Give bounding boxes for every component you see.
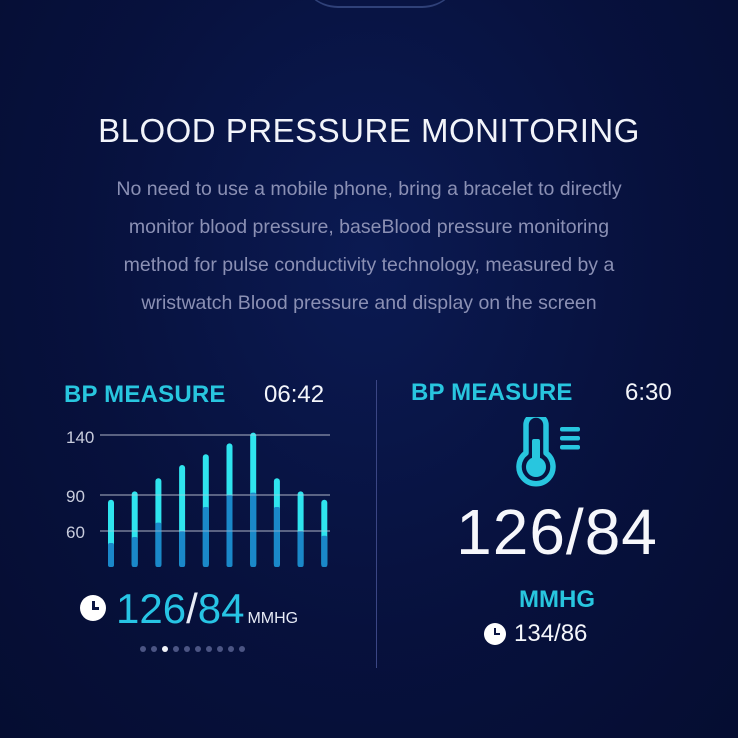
right-last-reading-value: 134/86 [514,620,588,647]
y-tick-label: 90 [66,487,85,506]
right-bp-measure-label: BP MEASURE [411,379,573,406]
chart-bar-inner [108,543,114,567]
right-last-reading: 134/86 [484,620,587,648]
left-bp-measure-label: BP MEASURE [64,381,226,408]
chart-bar-inner [273,507,280,567]
chart-bar-inner [179,531,186,567]
left-slash: / [186,585,198,632]
description-line: monitor blood pressure, baseBlood pressu… [128,216,610,238]
description-line: No need to use a mobile phone, bring a b… [116,178,622,200]
chart-bar-inner [155,522,162,567]
chart-bar-inner [202,507,209,567]
panel-divider [376,380,377,668]
bp-bar-chart [100,432,330,567]
page-dot[interactable] [228,646,234,652]
right-main-reading: 126/84 [456,496,658,568]
clock-icon [484,623,506,645]
page-dot[interactable] [173,646,179,652]
left-systolic: 126 [116,585,187,632]
page-dot[interactable] [184,646,190,652]
thermometer-icon [516,417,580,487]
chart-bar-inner [250,492,257,567]
page-indicator[interactable] [140,646,245,652]
page-dot[interactable] [195,646,201,652]
description-line: method for pulse conductivity technology… [123,254,615,276]
left-unit: MMHG [247,610,299,627]
right-unit: MMHG [519,586,595,613]
chart-bar-inner [297,531,304,567]
left-diastolic: 84 [197,585,245,632]
page-title: BLOOD PRESSURE MONITORING [98,112,640,149]
description: No need to use a mobile phone, bring a b… [80,170,658,322]
y-tick-label: 60 [66,523,85,542]
clock-icon [80,595,106,621]
left-time: 06:42 [264,381,325,408]
page-dot[interactable] [239,646,245,652]
chart-bar-inner [321,535,328,567]
description-line: wristwatch Blood pressure and display on… [141,292,597,314]
page-dot[interactable] [206,646,212,652]
page-dot[interactable] [217,646,223,652]
page-dot[interactable] [162,646,168,652]
chart-bar-inner [131,537,138,567]
left-reading: 126 / 84 MMHG [80,585,299,632]
page-dot[interactable] [151,646,157,652]
y-tick-label: 140 [66,428,95,447]
right-time: 6:30 [625,379,672,406]
top-arc-decoration [300,0,460,8]
page-dot[interactable] [140,646,146,652]
